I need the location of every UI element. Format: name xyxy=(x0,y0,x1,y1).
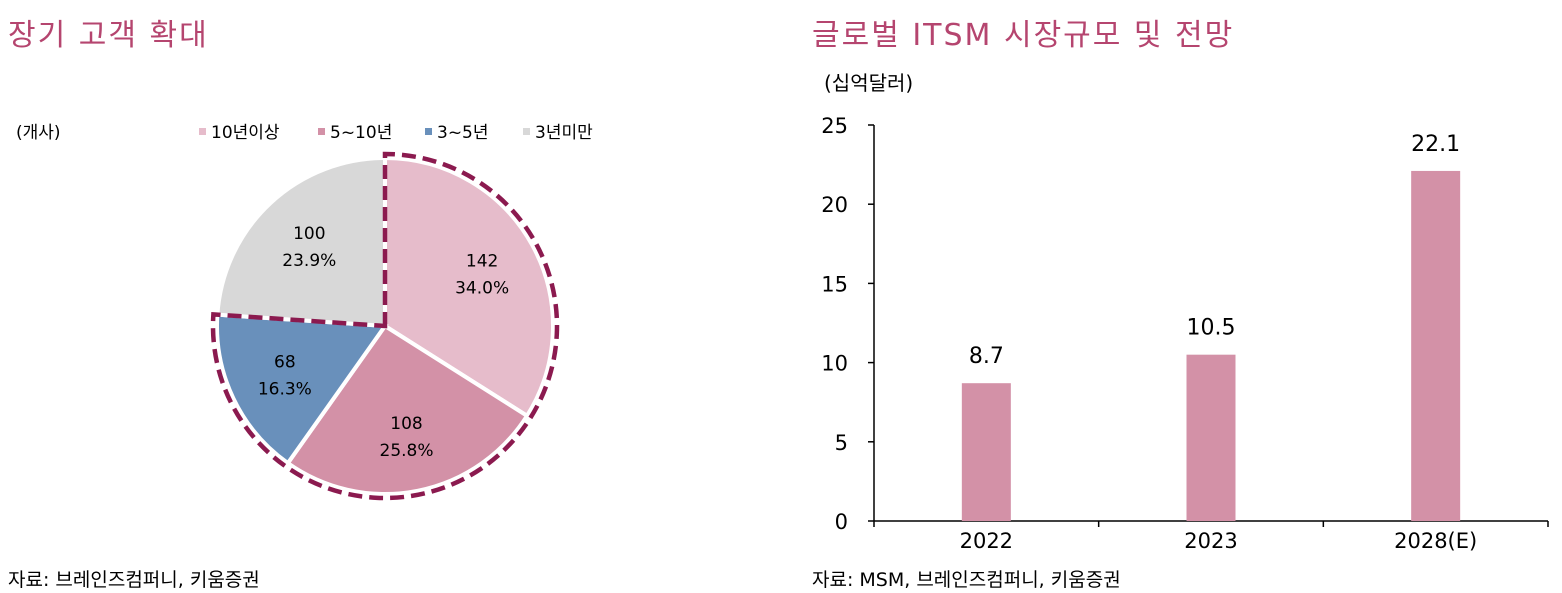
bar-1 xyxy=(961,383,1011,521)
x-tick-label-3: 2028(E) xyxy=(1394,529,1477,553)
y-axis-unit-label: (십억달러) xyxy=(824,71,913,95)
bar-value-label-2: 10.5 xyxy=(1187,316,1236,341)
bar-value-label-1: 8.7 xyxy=(969,344,1004,369)
legend-swatch-2 xyxy=(318,128,325,135)
legend-label-3: 3~5년 xyxy=(437,123,489,143)
y-tick-label-2: 5 xyxy=(835,431,848,455)
bar-panel-title: 글로벌 ITSM 시장규모 및 전망 xyxy=(812,18,1235,53)
bar-source-note: 자료: MSM, 브레인즈컴퍼니, 키움증권 xyxy=(812,569,1121,591)
pie-percent-label-2: 25.8% xyxy=(380,441,434,461)
legend-label-4: 3년미만 xyxy=(535,123,593,143)
bar-value-label-3: 22.1 xyxy=(1411,132,1460,157)
bar-2 xyxy=(1186,354,1236,521)
pie-percent-label-4: 23.9% xyxy=(282,251,336,271)
pie-value-label-1: 142 xyxy=(466,251,498,271)
legend-label-1: 10년이상 xyxy=(211,123,280,143)
y-tick-label-6: 25 xyxy=(821,114,848,138)
pie-slice-3 xyxy=(215,312,389,466)
legend-label-2: 5~10년 xyxy=(330,123,392,143)
x-tick-label-1: 2022 xyxy=(960,529,1013,553)
pie-panel-title: 장기 고객 확대 xyxy=(8,18,209,53)
pie-value-label-4: 100 xyxy=(293,224,325,244)
legend-swatch-4 xyxy=(523,128,530,135)
pie-slice-2 xyxy=(285,323,530,496)
pie-highlight-outline xyxy=(210,151,560,501)
pie-percent-label-3: 16.3% xyxy=(258,380,312,400)
bar-3 xyxy=(1411,170,1461,521)
pie-slice-4 xyxy=(215,155,387,329)
y-tick-label-5: 20 xyxy=(821,193,848,217)
legend-swatch-3 xyxy=(425,128,432,135)
pie-source-note: 자료: 브레인즈컴퍼니, 키움증권 xyxy=(8,569,260,591)
y-tick-label-4: 15 xyxy=(821,272,848,296)
x-tick-label-2: 2023 xyxy=(1184,529,1237,553)
pie-unit-label: (개사) xyxy=(16,123,61,143)
pie-value-label-2: 108 xyxy=(390,414,422,434)
legend-swatch-1 xyxy=(199,128,206,135)
y-tick-label-3: 10 xyxy=(821,352,848,376)
pie-value-label-3: 68 xyxy=(274,353,296,373)
y-tick-label-1: 0 xyxy=(835,510,848,534)
pie-percent-label-1: 34.0% xyxy=(455,278,509,298)
